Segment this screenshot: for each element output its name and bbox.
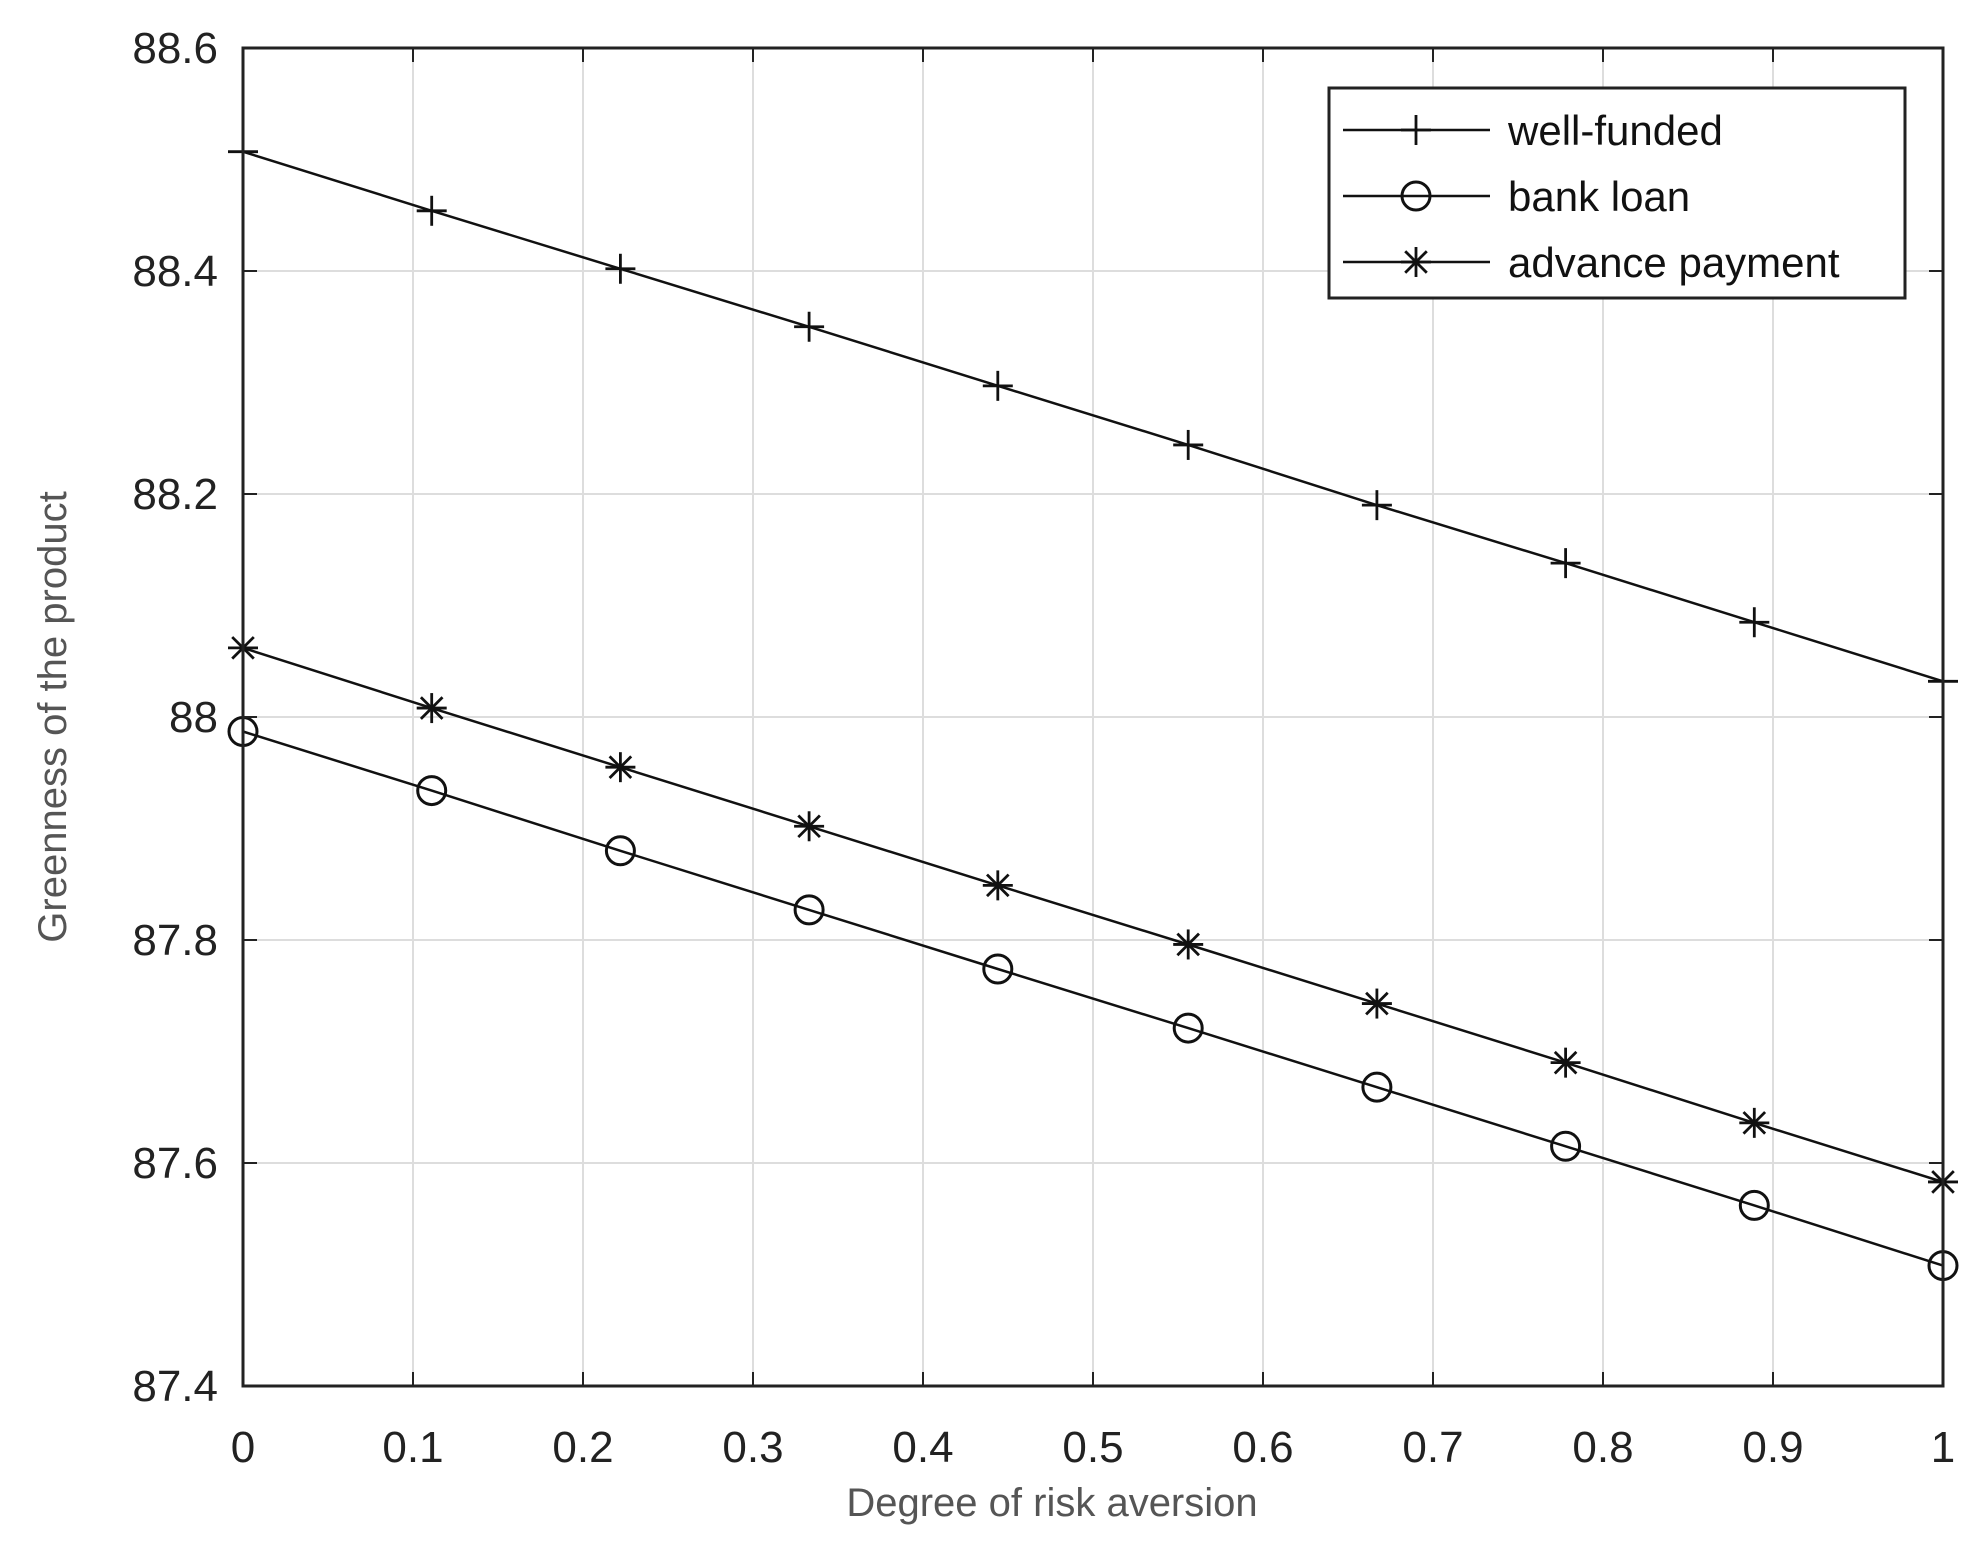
x-tick-label: 0.9	[1742, 1423, 1803, 1472]
data-point-advance-payment	[794, 811, 825, 842]
data-point-advance-payment	[605, 752, 636, 783]
data-point-well-funded	[1173, 429, 1204, 460]
data-point-well-funded	[416, 195, 447, 226]
data-point-bank-loan	[982, 953, 1014, 985]
ticks: 0 0.1 0.2 0.3 0.4 0.5 0.6 0.7 0.8 0.9 1 87.4 87.6 87.…	[132, 24, 1955, 1472]
y-tick-label: 87.4	[132, 1362, 218, 1411]
data-point-well-funded	[982, 370, 1013, 401]
legend-marker-bank-loan	[1400, 180, 1432, 212]
data-point-well-funded	[1550, 548, 1581, 579]
data-point-well-funded	[794, 311, 825, 342]
data-point-advance-payment	[416, 693, 447, 724]
data-point-well-funded	[1739, 607, 1770, 638]
data-point-bank-loan	[793, 894, 825, 926]
y-tick-label: 87.6	[132, 1139, 218, 1188]
series-line-advance-payment	[242, 646, 1944, 1184]
series-line-bank-loan	[242, 730, 1944, 1267]
x-tick-label: 0.1	[382, 1423, 443, 1472]
x-tick-label: 0.7	[1402, 1423, 1463, 1472]
x-tick-label: 0.8	[1572, 1423, 1633, 1472]
data-point-advance-payment	[1739, 1107, 1770, 1138]
series-advance-payment	[228, 632, 1958, 1197]
x-tick-label: 0.3	[722, 1423, 783, 1472]
x-tick-label: 1	[1931, 1423, 1955, 1472]
legend-label-advance-payment: advance payment	[1508, 239, 1840, 286]
x-tick-label: 0.5	[1062, 1423, 1123, 1472]
series-bank-loan	[227, 715, 1959, 1282]
y-tick-label: 88.6	[132, 24, 218, 73]
legend-label-bank-loan: bank loan	[1508, 173, 1690, 220]
data-point-bank-loan	[1361, 1071, 1393, 1103]
legend: well-funded bank loan advance payment	[1327, 86, 1907, 300]
legend-label-well-funded: well-funded	[1507, 107, 1723, 154]
data-point-advance-payment	[1361, 988, 1392, 1019]
legend-marker-advance-payment	[1401, 247, 1431, 277]
x-tick-label: 0.2	[552, 1423, 613, 1472]
data-point-bank-loan	[1738, 1189, 1770, 1221]
y-tick-label: 88.2	[132, 470, 218, 519]
data-point-well-funded	[605, 253, 636, 284]
data-point-advance-payment	[982, 870, 1013, 901]
data-point-advance-payment	[1550, 1047, 1581, 1078]
x-axis-title: Degree of risk aversion	[846, 1481, 1257, 1525]
x-tick-label: 0.6	[1232, 1423, 1293, 1472]
data-point-bank-loan	[1172, 1012, 1204, 1044]
x-tick-label: 0	[231, 1423, 255, 1472]
data-point-bank-loan	[416, 775, 448, 807]
series-line-well-funded	[242, 150, 1944, 683]
data-point-bank-loan	[604, 835, 636, 867]
data-point-advance-payment	[1173, 929, 1204, 960]
data-point-well-funded	[1361, 490, 1392, 521]
legend-marker-well-funded	[1401, 115, 1431, 145]
x-tick-label: 0.4	[892, 1423, 953, 1472]
data-point-bank-loan	[1550, 1130, 1582, 1162]
y-tick-label: 88	[169, 693, 218, 742]
y-tick-label: 87.8	[132, 916, 218, 965]
y-tick-label: 88.4	[132, 247, 218, 296]
y-axis-title: Greenness of the product	[31, 491, 75, 942]
